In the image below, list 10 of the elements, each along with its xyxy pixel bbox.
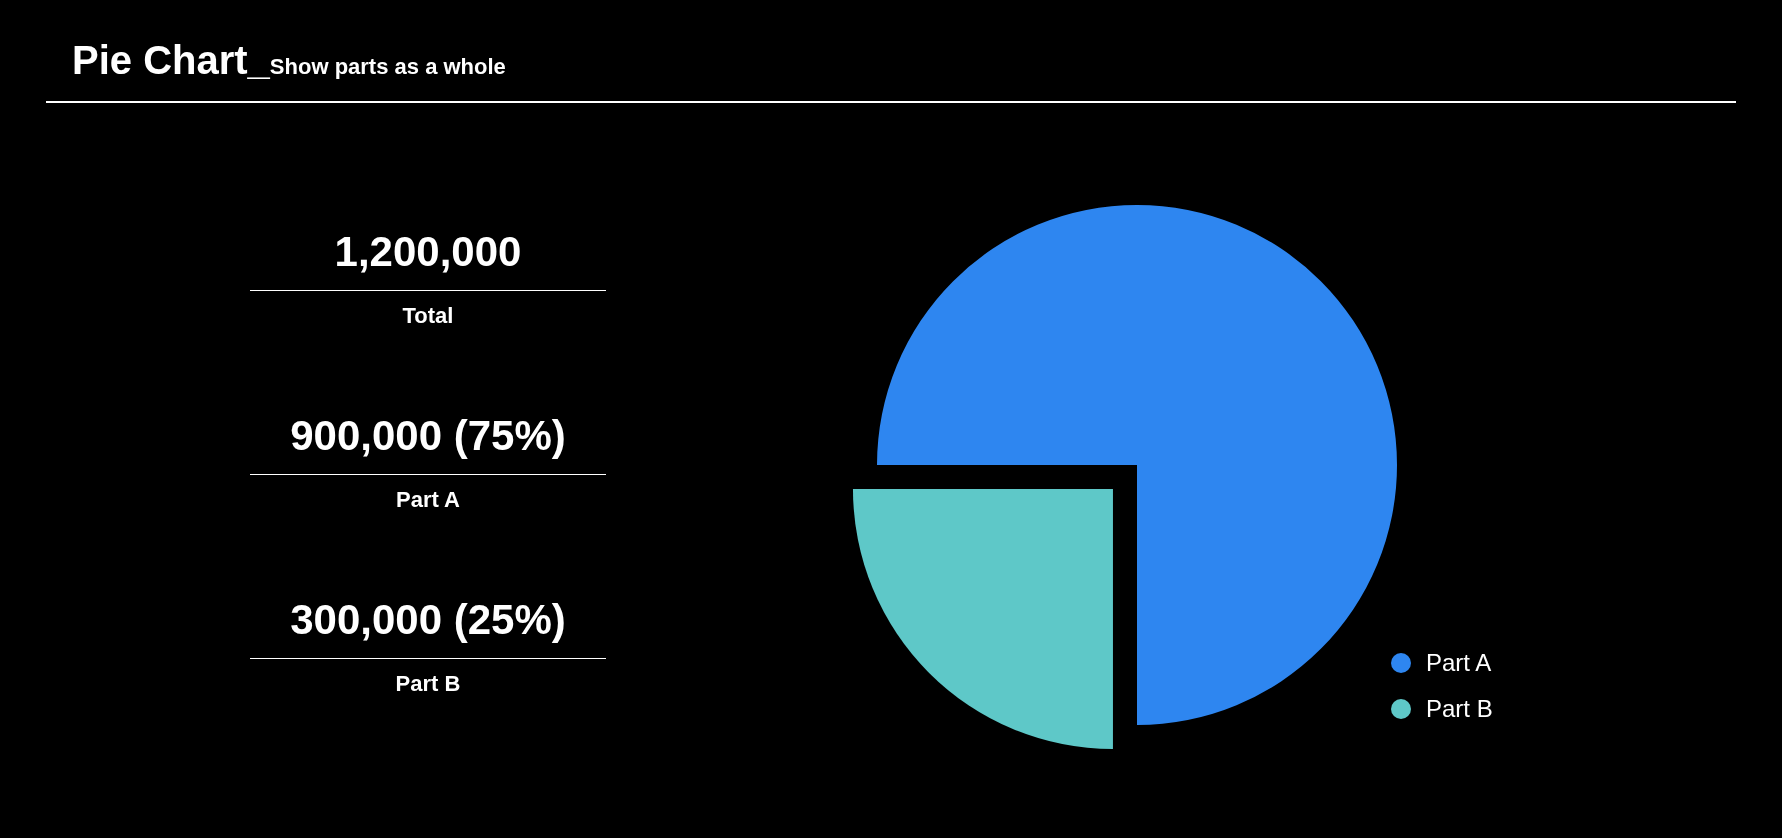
text: Part A [395,487,461,513]
text: 900,000 (75%) [250,412,606,475]
legend-label: Part B [1426,695,1493,723]
text: Show parts as a whole [269,54,506,79]
text: Total [401,303,455,329]
text: 1,200,000 [250,228,606,291]
legend-label: Part A [1426,649,1492,677]
text: 300,000 (25%) [250,596,606,659]
text: Pie Chart_ [72,38,270,82]
text: Part B [394,671,462,697]
